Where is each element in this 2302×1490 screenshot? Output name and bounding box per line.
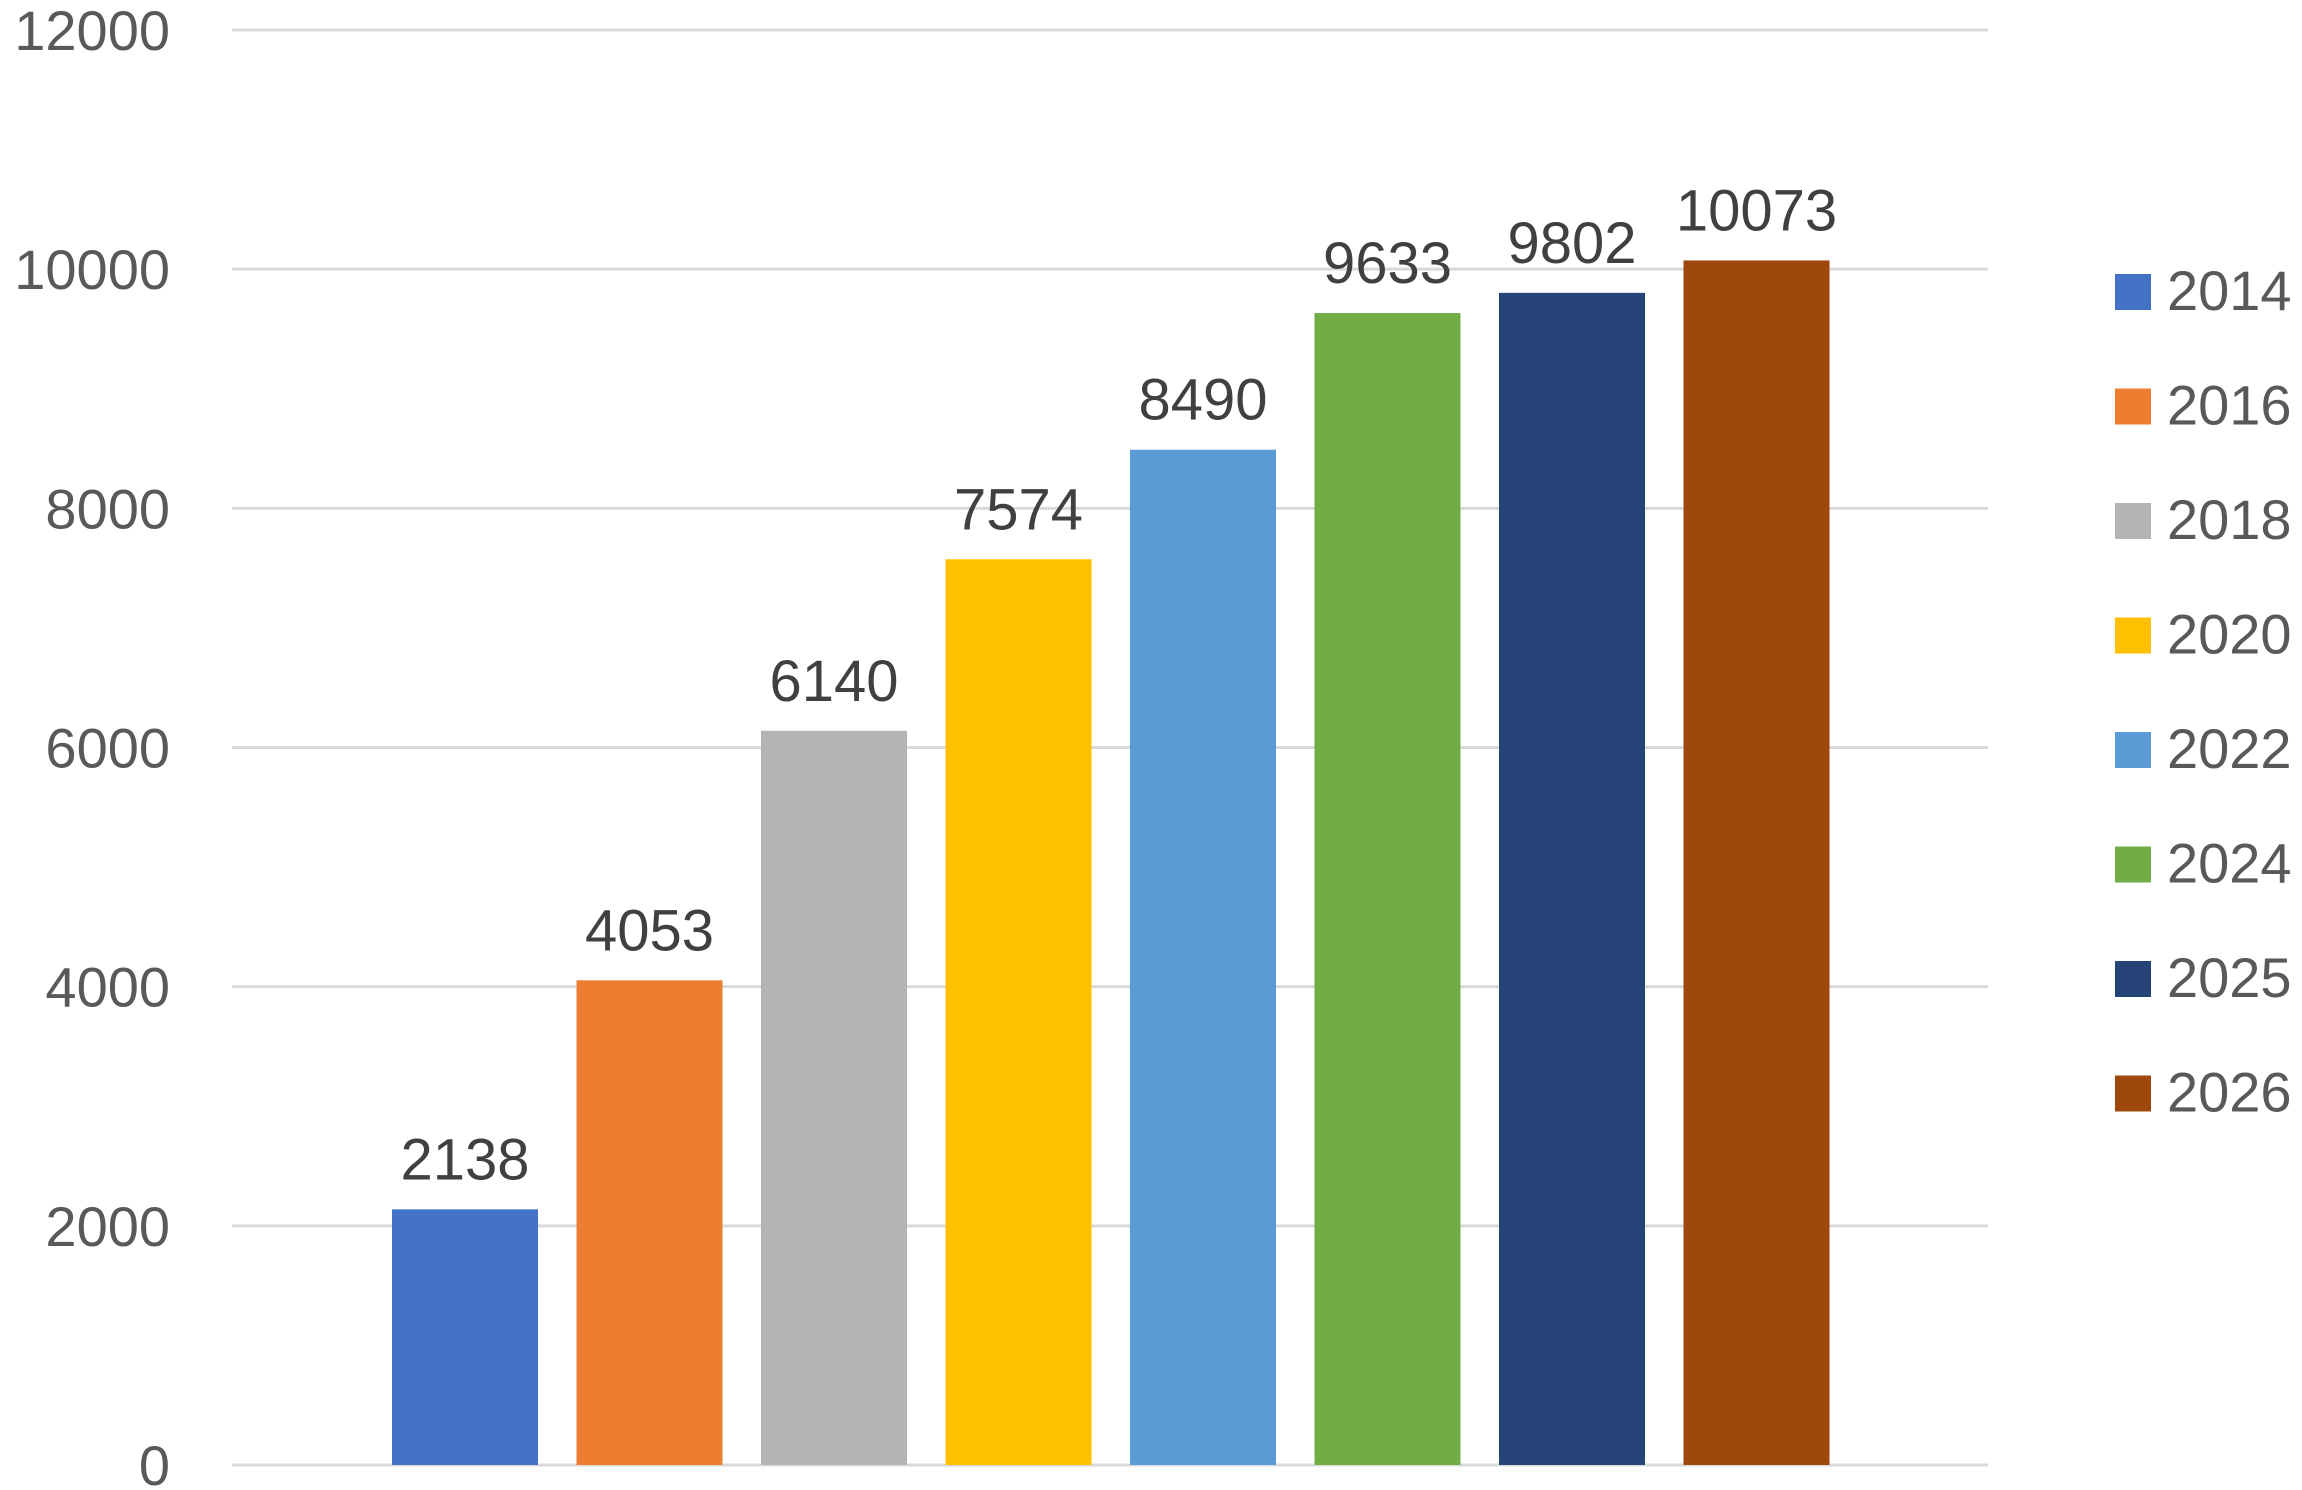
- legend-entry: 2024: [2167, 832, 2292, 895]
- legend-swatch: [2115, 388, 2151, 425]
- bar-2025: [1499, 292, 1645, 1465]
- y-tick-label: 4000: [45, 956, 170, 1019]
- legend-swatch: [2115, 274, 2151, 310]
- bar-2018: [761, 730, 907, 1465]
- legend-entry: 2022: [2167, 717, 2292, 780]
- data-label: 2138: [400, 1127, 529, 1192]
- bar-2020: [945, 559, 1092, 1465]
- legend-swatch: [2115, 1075, 2151, 1112]
- y-tick-label: 12000: [14, 0, 170, 62]
- bar-2022: [1130, 449, 1276, 1465]
- y-tick-label: 6000: [45, 717, 170, 780]
- data-label: 9802: [1507, 211, 1636, 276]
- data-label: 6140: [769, 649, 898, 714]
- legend: 2014 2016 2018 2020 2022 2024 2025 2026: [2115, 259, 2292, 1124]
- bar-2024: [1314, 313, 1461, 1466]
- y-tick-label: 8000: [45, 477, 170, 540]
- legend-entry: 2020: [2167, 603, 2292, 666]
- y-tick-label: 0: [139, 1434, 170, 1490]
- legend-swatch: [2115, 617, 2151, 654]
- y-tick-label: 2000: [45, 1195, 170, 1258]
- legend-swatch: [2115, 961, 2151, 997]
- legend-entry: 2016: [2167, 374, 2292, 437]
- data-label: 7574: [954, 477, 1083, 542]
- data-label: 9633: [1323, 231, 1452, 296]
- data-labels: 2138 4053 6140 7574 8490 9633 9802 10073: [400, 178, 1837, 1192]
- bar-2016: [576, 980, 723, 1465]
- legend-swatch: [2115, 732, 2151, 768]
- legend-entry: 2018: [2167, 488, 2292, 551]
- data-label: 8490: [1138, 368, 1267, 433]
- legend-swatch: [2115, 846, 2151, 883]
- data-label: 4053: [585, 898, 714, 963]
- legend-entry: 2014: [2167, 259, 2292, 322]
- legend-swatch: [2115, 503, 2151, 539]
- legend-entry: 2025: [2167, 946, 2292, 1009]
- y-axis-tick-labels: 0 2000 4000 6000 8000 10000 12000: [14, 0, 170, 1490]
- bar-2014: [392, 1209, 538, 1465]
- bars: [392, 260, 1830, 1466]
- data-label: 10073: [1676, 178, 1837, 243]
- bar-2026: [1683, 260, 1830, 1466]
- y-tick-label: 10000: [14, 238, 170, 301]
- legend-entry: 2026: [2167, 1061, 2292, 1124]
